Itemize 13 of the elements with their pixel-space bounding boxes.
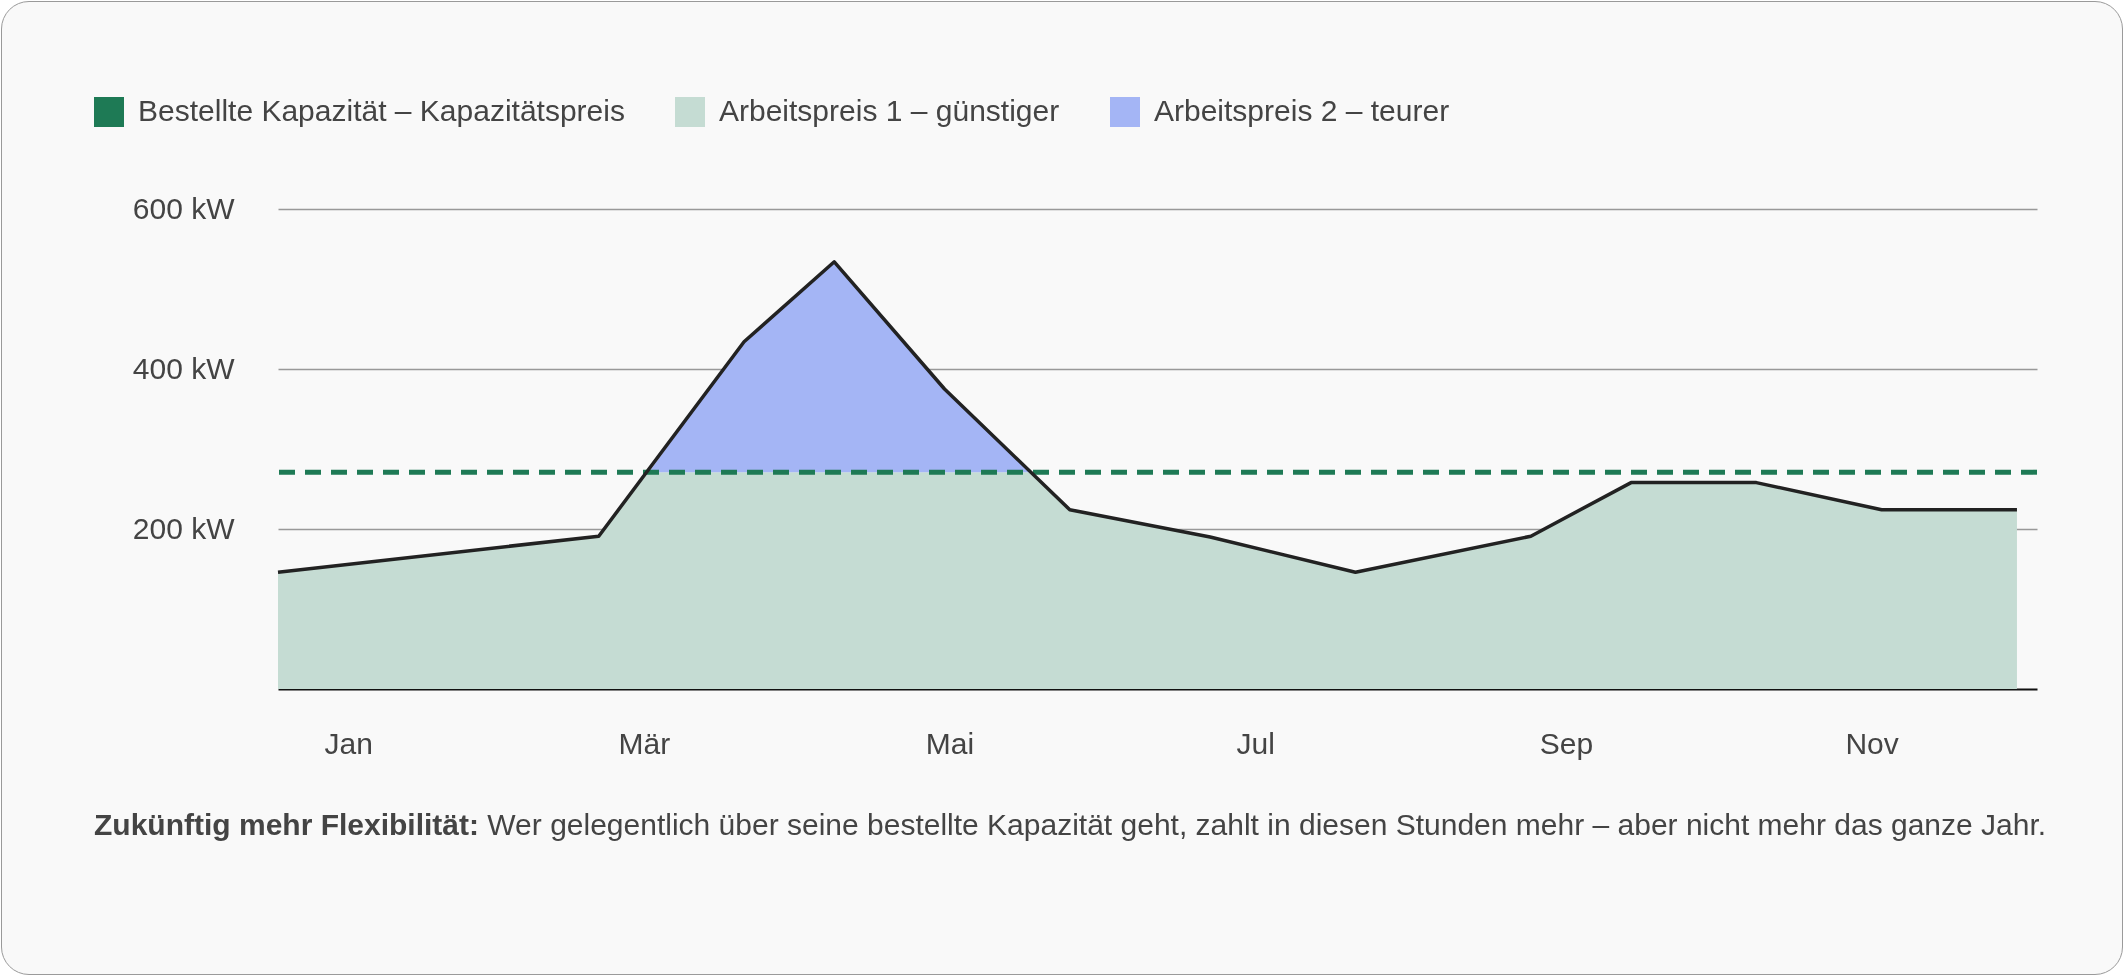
legend-label: Arbeitspreis 2 – teurer bbox=[1154, 94, 1450, 127]
text: Zukünftig mehr Flexibilität: Wer gelegentlich über seine bestellte Kapazität geht, zahlt in diesen Stunden mehr – aber nicht mehr das ganze Jahr. bbox=[94, 807, 2048, 843]
x-tick-label: Sep bbox=[1539, 726, 1594, 760]
x-tick-label: Jul bbox=[1236, 726, 1275, 760]
legend-label: Arbeitspreis 1 – günstiger bbox=[719, 94, 1060, 127]
x-tick-label: Nov bbox=[1845, 726, 1899, 760]
x-tick-label: Mär bbox=[618, 726, 671, 760]
y-tick-label: 600 kW bbox=[132, 191, 236, 225]
y-tick-label: 200 kW bbox=[132, 511, 236, 545]
y-tick-label: 400 kW bbox=[132, 351, 236, 385]
x-tick-label: Jan bbox=[324, 726, 373, 760]
x-tick-label: Mai bbox=[925, 726, 975, 760]
legend-label: Bestellte Kapazität – Kapazitätspreis bbox=[138, 94, 625, 127]
